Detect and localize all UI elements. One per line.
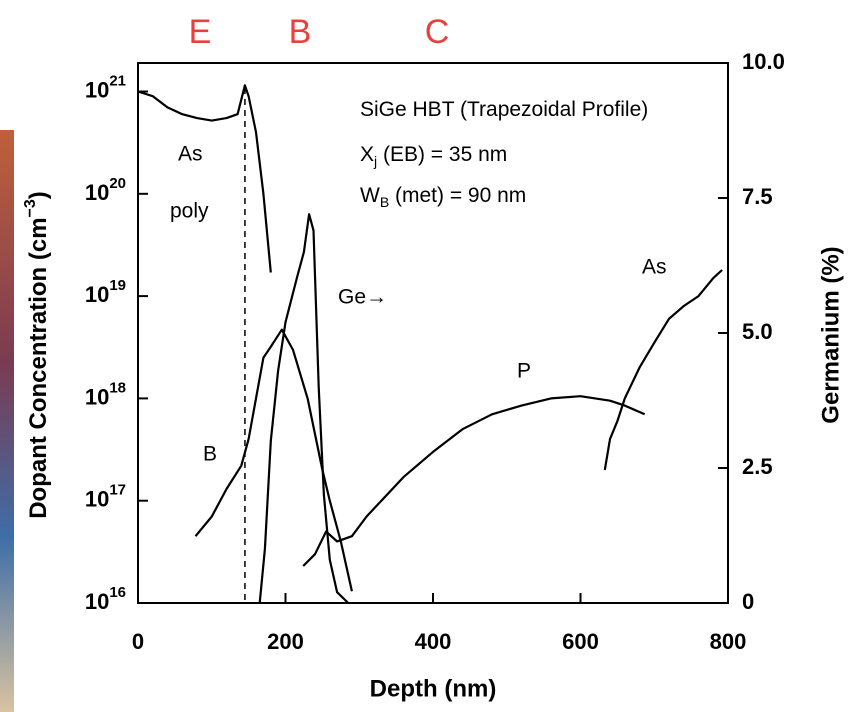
y-tick-label: 1019: [85, 277, 126, 307]
x-tick-label: 800: [710, 629, 747, 654]
annotation: SiGe HBT (Trapezoidal Profile): [360, 98, 648, 121]
x-tick-label: 200: [267, 629, 304, 654]
annotation: Xj (EB) = 35 nm: [360, 143, 507, 169]
series-label: Ge→: [338, 286, 387, 309]
y2-axis-label: Germanium (%): [817, 246, 844, 423]
y-tick-label: 1021: [85, 72, 126, 102]
series-line: [302, 395, 646, 567]
series-label: B: [203, 443, 217, 466]
annotation: poly: [170, 200, 209, 223]
series-line: [603, 269, 723, 471]
background-strip: [0, 130, 14, 712]
y-tick-label: 1018: [85, 379, 126, 409]
y2-tick-label: 10.0: [742, 49, 785, 74]
region-label: C: [425, 13, 450, 51]
series-line: [137, 84, 272, 273]
series-label: P: [517, 360, 531, 383]
y2-tick-label: 5.0: [742, 319, 773, 344]
annotation: WB (met) = 90 nm: [360, 184, 526, 210]
region-label: E: [189, 13, 212, 51]
series-line: [194, 328, 353, 592]
series-line: [258, 213, 349, 604]
y2-tick-label: 2.5: [742, 454, 773, 479]
x-tick-label: 0: [132, 629, 144, 654]
series-label: As: [178, 143, 203, 166]
x-tick-label: 600: [562, 629, 599, 654]
y-tick-label: 1017: [85, 482, 126, 512]
series-label: As: [642, 256, 667, 279]
y-tick-label: 1016: [85, 584, 126, 614]
y2-tick-label: 7.5: [742, 184, 773, 209]
y-tick-label: 1020: [85, 175, 126, 205]
x-axis-label: Depth (nm): [370, 675, 497, 702]
x-tick-label: 400: [415, 629, 452, 654]
region-label: B: [289, 13, 312, 51]
y-axis-label: Dopant Concentration (cm−3): [22, 191, 52, 519]
y2-tick-label: 0: [742, 589, 754, 614]
